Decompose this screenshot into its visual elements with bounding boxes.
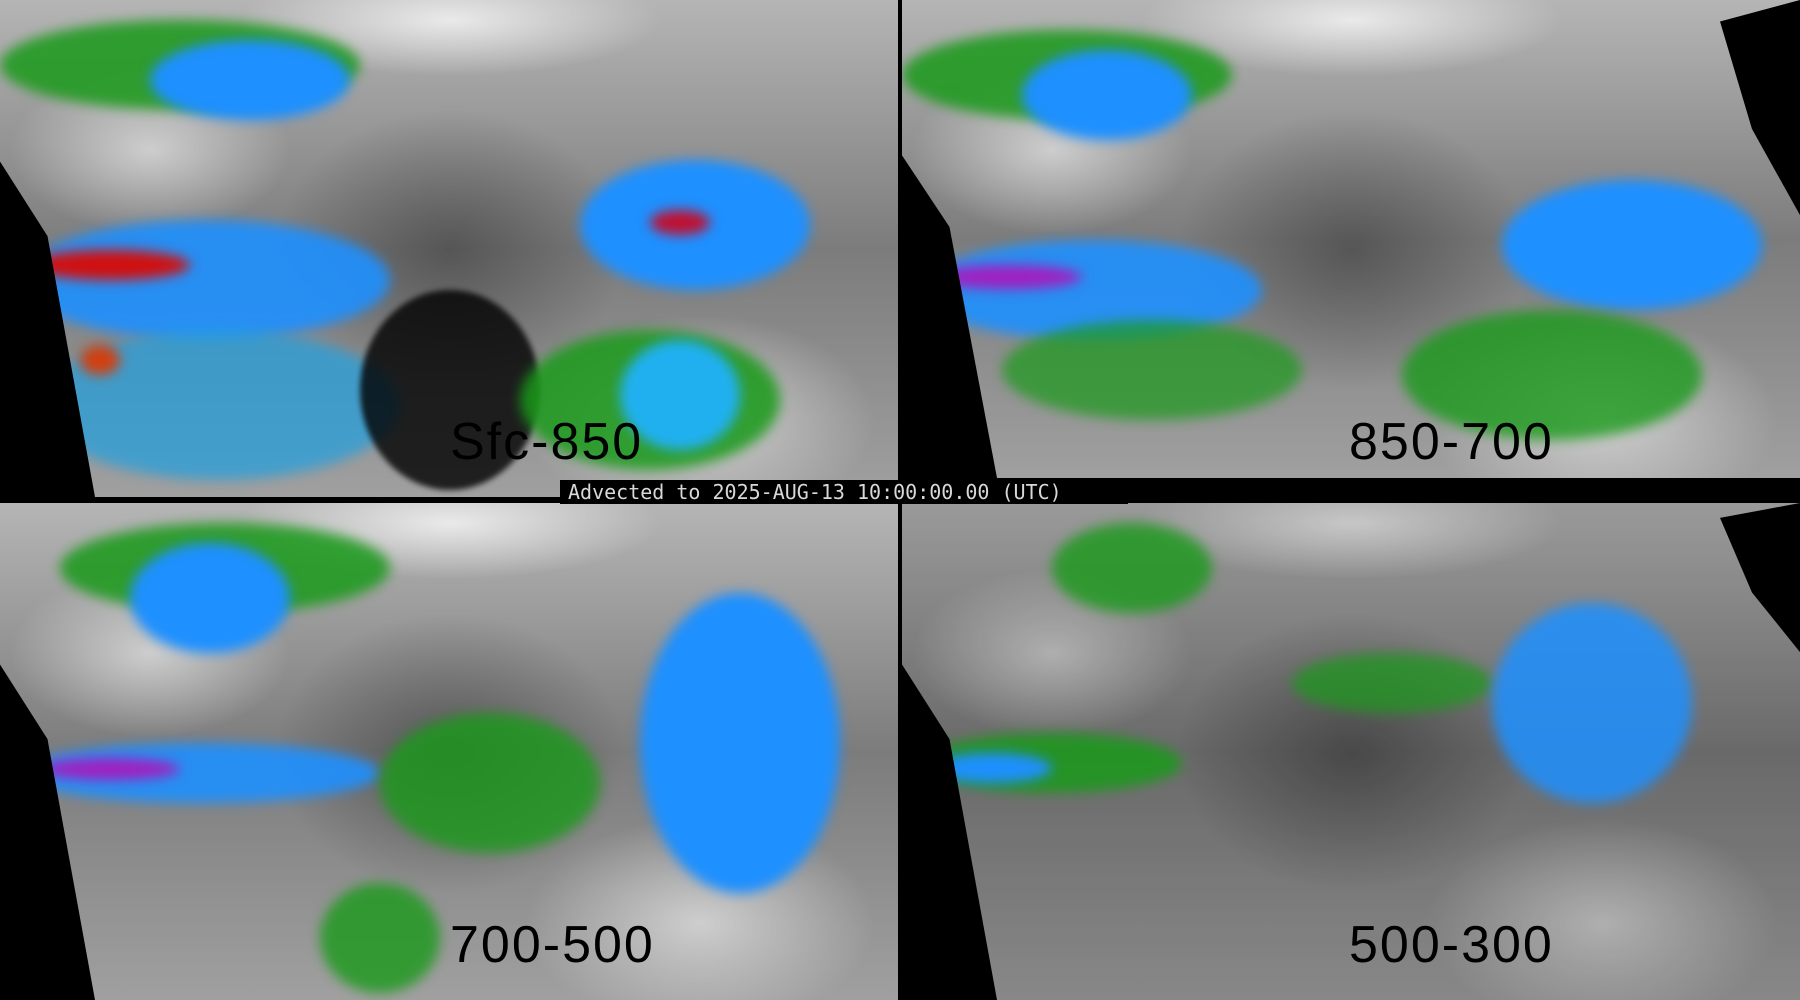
moisture-band: [1492, 603, 1692, 803]
moisture-band: [320, 883, 440, 993]
moisture-band: [1022, 50, 1192, 140]
dry-region: [360, 290, 540, 490]
layer-label: 850-700: [1349, 413, 1554, 471]
map-panel-500-300: 500-300: [902, 503, 1800, 1000]
moisture-band: [380, 713, 600, 853]
atmospheric-river-core: [30, 250, 190, 280]
map-panel-sfc-850: Sfc-850: [0, 0, 898, 497]
layer-label: 700-500: [450, 916, 655, 974]
moisture-band: [1292, 653, 1492, 713]
atmospheric-river: [20, 220, 390, 340]
layer-label: Sfc-850: [450, 413, 644, 471]
layer-label: 500-300: [1349, 916, 1554, 974]
moisture-band: [620, 340, 740, 450]
moisture-band: [150, 40, 350, 120]
moisture-band: [1402, 310, 1702, 440]
map-panel-850-700: 850-700: [902, 0, 1800, 478]
advection-time-caption: Advected to 2025-AUG-13 10:00:00.00 (UTC…: [560, 480, 1128, 504]
moisture-band: [1502, 180, 1762, 310]
moisture-band: [1002, 320, 1302, 420]
moisture-band: [130, 543, 290, 653]
cyclone-core: [650, 210, 710, 235]
atmospheric-river-core: [40, 758, 180, 780]
cyclone-core: [80, 345, 120, 375]
moisture-band: [1052, 523, 1212, 613]
moisture-band: [640, 593, 840, 893]
map-panel-700-500: 700-500: [0, 503, 898, 1000]
